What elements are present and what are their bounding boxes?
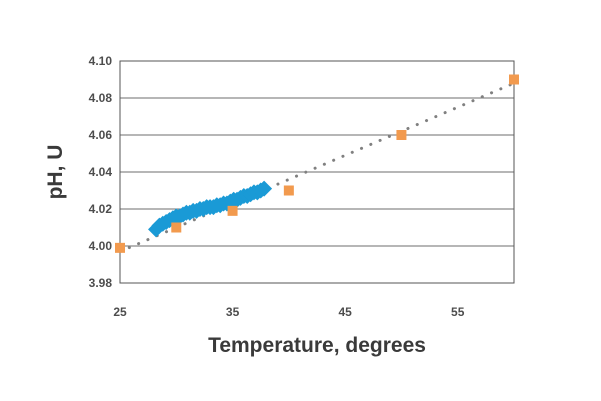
square-point: [283, 185, 294, 196]
y-axis-title: pH, U: [44, 145, 67, 200]
x-tick-label: 55: [451, 305, 465, 319]
square-point: [115, 242, 125, 253]
diamond-point: [256, 180, 273, 197]
square-point: [171, 222, 182, 233]
plot-frame: [119, 60, 515, 284]
data-marks: [115, 74, 519, 253]
y-tick-label: 4.10: [89, 54, 113, 68]
y-tick-label: 4.04: [89, 165, 113, 179]
y-tick-label: 4.06: [89, 128, 113, 142]
y-tick-label: 3.98: [89, 276, 113, 290]
y-tick-label: 4.08: [89, 91, 113, 105]
square-point: [396, 130, 407, 140]
x-tick-label: 45: [338, 305, 352, 319]
x-tick-label: 25: [113, 305, 127, 319]
square-point: [227, 205, 238, 216]
x-axis-title: Temperature, degrees: [208, 334, 426, 357]
y-tick-label: 4.02: [89, 202, 113, 216]
square-point: [509, 74, 519, 85]
trendline: [118, 81, 516, 254]
x-tick-label: 35: [226, 305, 240, 319]
y-tick-label: 4.00: [89, 239, 113, 253]
trendline-group: [118, 81, 516, 254]
y-axis-ticks: 3.98 4.00 4.02 4.04 4.06 4.08 4.10: [89, 54, 113, 290]
gridlines: [120, 60, 514, 284]
x-axis-ticks: 25 35 45 55: [113, 305, 464, 319]
